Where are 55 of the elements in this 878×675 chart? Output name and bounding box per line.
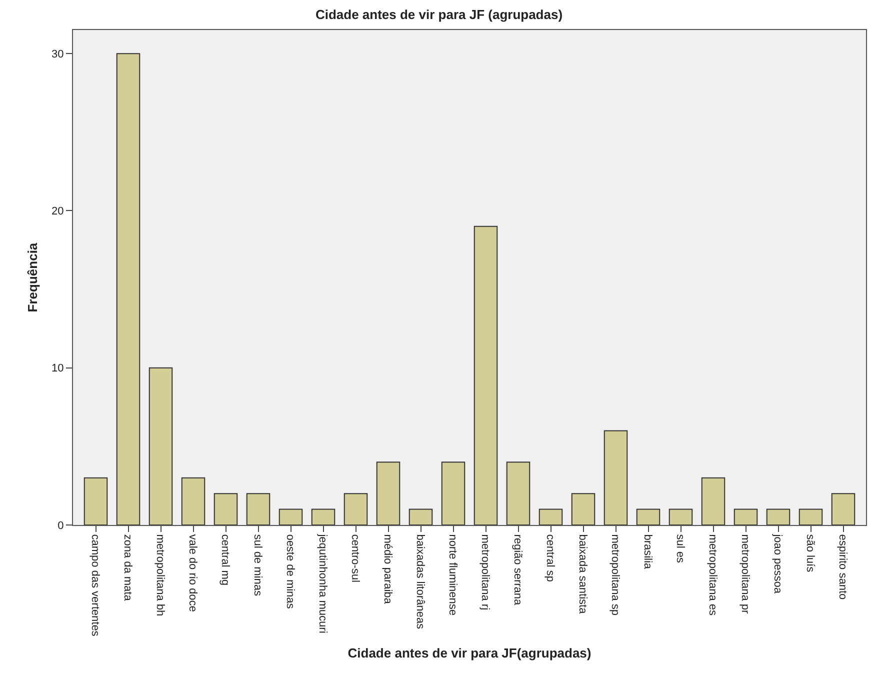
bar xyxy=(474,226,498,525)
x-tick-label: metropolitana pr xyxy=(739,534,752,614)
x-tick-label: são luís xyxy=(804,534,816,573)
x-tick-label: oeste de minas xyxy=(284,534,296,610)
bar xyxy=(376,462,400,525)
bar xyxy=(571,493,596,525)
bar xyxy=(116,53,140,525)
bar xyxy=(84,477,108,525)
x-axis-title: Cidade antes de vir para JF(agrupadas) xyxy=(348,645,592,660)
bar xyxy=(734,508,758,525)
bar xyxy=(604,430,628,525)
bar xyxy=(831,493,856,525)
x-tick-label: região serrana xyxy=(512,534,524,606)
bar xyxy=(798,508,823,525)
y-axis-title: Frequência xyxy=(25,242,40,312)
bar xyxy=(214,493,238,525)
x-tick-label: central sp xyxy=(544,534,556,582)
x-tick-label: central mg xyxy=(219,534,232,586)
x-tick-label: jequtinhonha mucuri xyxy=(316,533,329,634)
bar xyxy=(148,367,173,525)
y-tick-label: 20 xyxy=(52,206,64,218)
x-tick-label: zona da mata xyxy=(122,534,134,602)
y-tick-label: 0 xyxy=(58,520,64,532)
bar xyxy=(278,508,303,525)
x-tick-label: sul de minas xyxy=(252,534,264,596)
bar xyxy=(181,477,206,525)
x-tick-label: baixadas litorâneas xyxy=(414,534,426,630)
bar xyxy=(344,493,368,525)
bar xyxy=(636,508,660,525)
bar xyxy=(701,477,726,525)
x-tick-label: vale do rio doce xyxy=(186,534,199,612)
x-tick-label: sul es xyxy=(674,534,686,564)
y-tick-label: 10 xyxy=(52,362,64,375)
x-tick-label: espirito santo xyxy=(836,534,849,600)
x-tick-label: metropolitana rj xyxy=(479,534,492,610)
bar xyxy=(311,508,336,525)
bar xyxy=(408,508,433,525)
y-tick-label: 30 xyxy=(52,48,64,60)
bar xyxy=(668,508,693,525)
x-tick-label: metropolitana es xyxy=(706,534,719,616)
x-tick-label: brasilia xyxy=(642,534,654,570)
x-tick-label: centro-sul xyxy=(349,534,362,582)
x-tick-label: joao pessoa xyxy=(772,533,784,594)
x-tick-label: campo das vertentes xyxy=(89,534,102,637)
bar xyxy=(766,508,790,525)
x-tick-label: metropolitana bh xyxy=(154,534,166,616)
x-tick-label: metropolitana sp xyxy=(609,534,622,616)
x-tick-label: baixada santista xyxy=(576,534,589,615)
chart-title: Cidade antes de vir para JF (agrupadas) xyxy=(315,7,563,22)
bar xyxy=(246,493,270,525)
x-tick-label: médio paraiba xyxy=(382,534,394,605)
bar xyxy=(538,508,563,525)
x-tick-label: norte fluminense xyxy=(446,534,459,616)
bar xyxy=(441,462,466,525)
bar xyxy=(506,462,530,525)
